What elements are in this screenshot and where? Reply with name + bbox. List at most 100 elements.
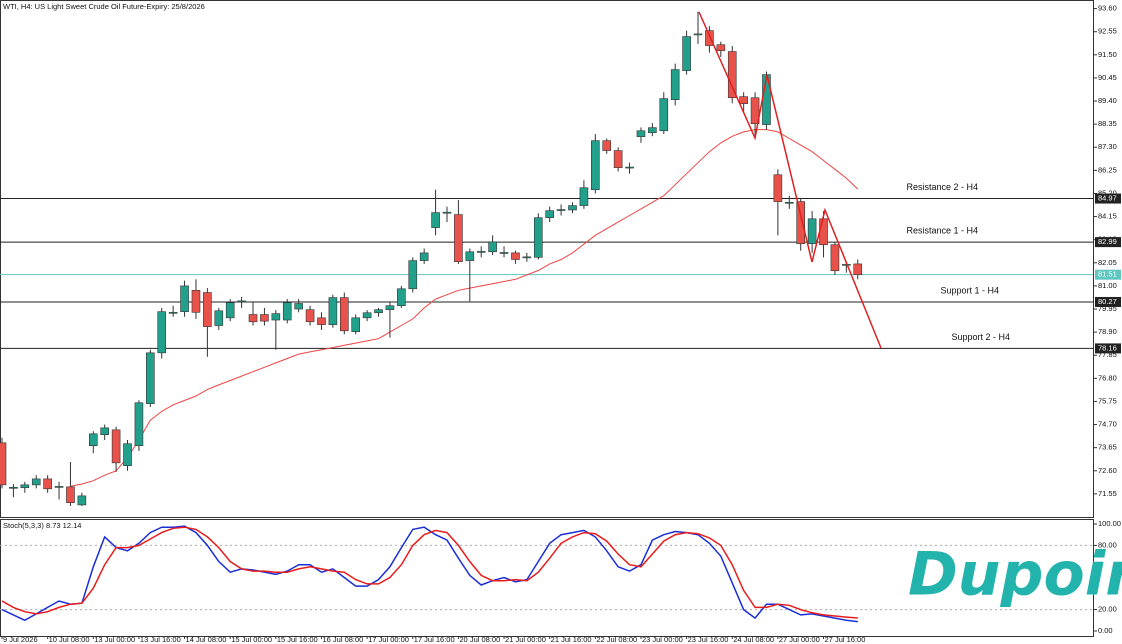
candle-body (123, 443, 132, 467)
stoch-line (1, 526, 858, 619)
candle-body (260, 314, 269, 322)
moving-average (70, 129, 859, 487)
y-tick-label: 92.55 (1098, 27, 1117, 36)
candle-body (351, 317, 361, 332)
x-tick-label: 14 Jul 08:00 (186, 635, 227, 644)
candle-body (613, 150, 623, 169)
candle-body (602, 140, 612, 151)
candle-body (0, 442, 7, 486)
y-tick-label: 90.45 (1098, 73, 1117, 82)
candle-body (739, 96, 748, 104)
candle-body (419, 252, 429, 261)
x-tick-label: 27 Jul 16:00 (825, 635, 866, 644)
candle-body (88, 433, 98, 446)
x-tick-label: 24 Jul 08:00 (733, 635, 774, 644)
y-tick-label: 80.00 (1098, 540, 1117, 549)
candle-body (66, 486, 75, 503)
candle-body (191, 290, 201, 313)
x-tick-label: 13 Jul 16:00 (140, 635, 181, 644)
x-tick-label: 17 Jul 16:00 (414, 635, 455, 644)
candle-body (830, 244, 840, 272)
level-label: Support 2 - H4 (951, 332, 1010, 342)
candle-body (305, 309, 315, 323)
x-tick-label: 17 Jul 00:00 (368, 635, 409, 644)
marks: 93.60 92.55 91.50 90.45 89.40 88.35 87.30 86.25… (0, 4, 1121, 644)
candle-body (568, 205, 577, 211)
stoch-line (1, 525, 858, 623)
candle-body (271, 313, 281, 321)
y-tick-label: 87.30 (1098, 142, 1117, 151)
last-price-box (1095, 269, 1121, 280)
level-label: Support 1 - H4 (940, 285, 999, 295)
candle-body (682, 36, 691, 71)
candle-body (31, 478, 41, 486)
level-price-box (1095, 237, 1121, 248)
candle-body (648, 127, 657, 134)
y-tick-label: 0.00 (1098, 626, 1113, 635)
candle-body (168, 312, 178, 314)
y-tick-label: 91.50 (1098, 50, 1117, 59)
candle-body (511, 252, 520, 260)
candle-body (853, 263, 863, 275)
chart-title: WTI, H4: US Light Sweet Crude Oil Future… (3, 2, 205, 11)
candle-body (625, 166, 634, 169)
y-tick-label: 20.00 (1098, 605, 1117, 614)
stoch-d-value: 12.14 (63, 521, 82, 530)
y-tick-label: 79.95 (1098, 304, 1117, 313)
candle-body (796, 201, 806, 244)
candle-body (727, 51, 737, 99)
candle-body (100, 427, 109, 435)
y-tick-label: 86.25 (1098, 165, 1117, 174)
candle-body (77, 495, 87, 506)
candle-body (545, 210, 554, 218)
y-tick-label: 78.90 (1098, 327, 1117, 336)
candle-body (556, 209, 566, 211)
y-tick-label: 72.60 (1098, 466, 1117, 475)
candle-body (693, 33, 703, 36)
candle-body (522, 256, 532, 259)
x-tick-label: 13 Jul 00:00 (94, 635, 135, 644)
candle-body (203, 292, 212, 327)
candle-body (454, 214, 463, 263)
y-tick-label: 89.40 (1098, 96, 1117, 105)
y-tick-label: 73.65 (1098, 443, 1117, 452)
stoch-pane-frame (0, 519, 1094, 637)
candle-body (431, 212, 440, 228)
y-tick-label: 77.85 (1098, 350, 1117, 359)
candle-body (591, 140, 600, 191)
level-price: 78.16 (1098, 343, 1117, 352)
x-tick-label: 10 Jul 08:00 (49, 635, 90, 644)
candle-body (43, 478, 52, 490)
y-tick-label: 93.60 (1098, 4, 1117, 13)
candle-body (670, 69, 680, 101)
x-tick-label: 15 Jul 00:00 (231, 635, 272, 644)
level-price: 80.27 (1098, 297, 1117, 306)
candle-body (705, 30, 714, 46)
candle-body (362, 312, 372, 319)
x-tick-label: 22 Jul 08:00 (596, 635, 637, 644)
x-tick-label: 16 Jul 08:00 (322, 635, 363, 644)
y-tick-label: 100.00 (1098, 519, 1121, 528)
candle-body (499, 252, 509, 254)
y-tick-label: 82.05 (1098, 258, 1117, 267)
x-tick-label: 27 Jul 00:00 (779, 635, 820, 644)
candle-body (773, 174, 783, 202)
x-tick-label: 21 Jul 16:00 (551, 635, 592, 644)
candle-body (408, 260, 418, 290)
x-tick-label: 15 Jul 16:00 (277, 635, 318, 644)
last-price: 81.51 (1098, 270, 1117, 279)
level-price-box (1095, 343, 1121, 354)
x-tick-label: 20 Jul 08:00 (459, 635, 500, 644)
y-tick-label: 74.70 (1098, 420, 1117, 429)
level-price: 84.97 (1098, 194, 1117, 203)
candle-body (248, 314, 258, 323)
candle-body (750, 97, 760, 125)
level-price: 82.99 (1098, 237, 1117, 246)
candle-body (214, 310, 224, 326)
main-pane-frame (0, 0, 1094, 518)
candle-body (180, 285, 189, 312)
candle-body (54, 486, 64, 488)
candle-body (9, 486, 18, 489)
logo: Dupoin (908, 540, 1122, 610)
